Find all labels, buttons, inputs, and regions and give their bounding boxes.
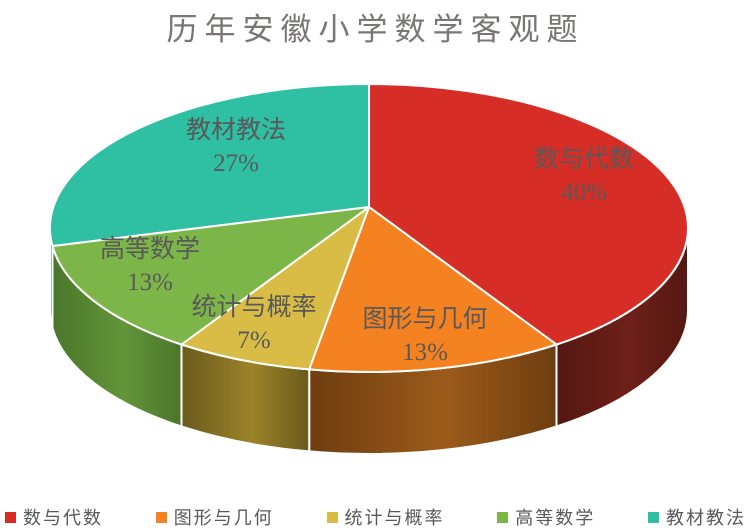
chart-title: 历年安徽小学数学客观题	[166, 12, 585, 47]
legend-swatch	[648, 511, 659, 523]
legend-item[interactable]: 教材教法	[648, 504, 746, 530]
legend-swatch	[326, 511, 338, 523]
legend-label: 统计与概率	[344, 508, 445, 528]
legend-item[interactable]: 图形与几何	[155, 504, 274, 530]
legend-item[interactable]: 数与代数	[5, 504, 103, 530]
legend-label: 高等数学	[515, 508, 596, 528]
pie-slice[interactable]	[51, 206, 370, 346]
pie-slice[interactable]	[180, 206, 370, 371]
legend: 数与代数 图形与几何 统计与概率 高等数学 教材教法	[0, 504, 751, 530]
legend-swatch	[5, 511, 16, 523]
legend-item[interactable]: 统计与概率	[326, 504, 445, 530]
pie-slice[interactable]	[49, 83, 370, 247]
legend-label: 数与代数	[23, 508, 103, 528]
pie-slice[interactable]	[368, 83, 689, 346]
legend-item[interactable]: 高等数学	[497, 504, 595, 530]
legend-swatch	[497, 511, 509, 523]
pie-slice[interactable]	[308, 206, 558, 373]
legend-label: 图形与几何	[173, 508, 274, 528]
legend-swatch	[155, 511, 167, 523]
legend-label: 教材教法	[666, 508, 746, 528]
